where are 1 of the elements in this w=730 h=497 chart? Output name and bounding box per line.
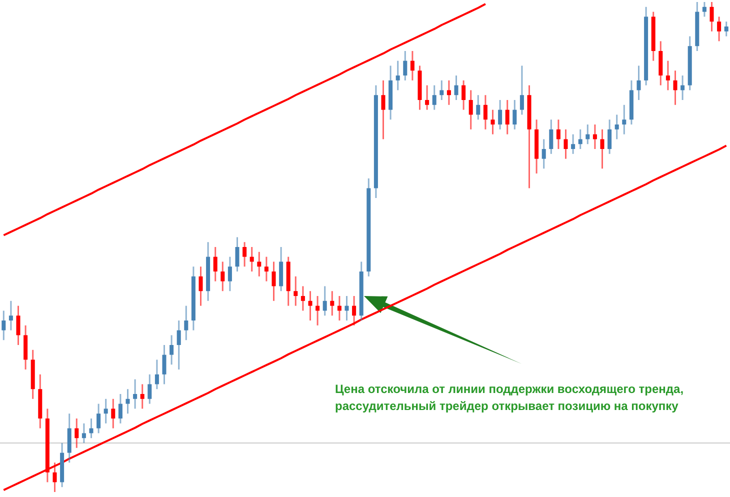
annotation: Цена отскочила от линии поддержки восходящего тренда, рассудительный трейдер открывает позицию на покупку xyxy=(335,382,684,413)
